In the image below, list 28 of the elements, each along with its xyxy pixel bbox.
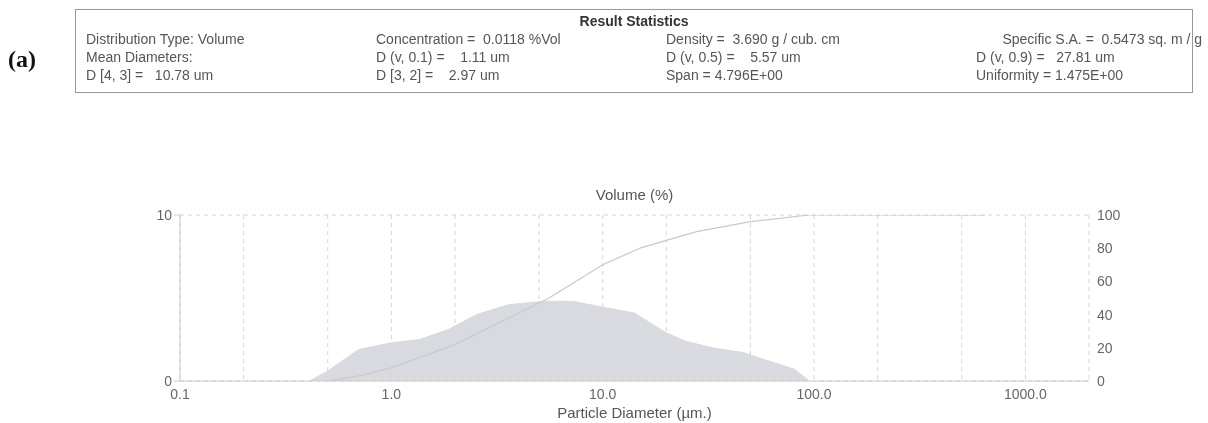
y2-tick-label: 20: [1097, 339, 1113, 356]
text: Mean Diameters:: [86, 48, 194, 66]
x-tick-label: 0.1: [170, 385, 190, 402]
x-tick-label: 10.0: [589, 385, 617, 402]
y2-tick-label: 40: [1097, 306, 1113, 323]
text: D [4, 3] = 10.78 um: [86, 66, 215, 84]
text: Concentration = 0.0118 %Vol: [376, 30, 562, 48]
y-tick-label: 10: [156, 206, 173, 223]
text: Result Statistics: [578, 12, 690, 30]
text: (a): [8, 46, 36, 73]
text: Uniformity = 1.475E+00: [976, 66, 1125, 84]
text: D (v, 0.9) = 27.81 um: [976, 48, 1116, 66]
y2-tick-label: 80: [1097, 240, 1113, 257]
x-tick-label: 1000.0: [1003, 385, 1047, 402]
text: Span = 4.796E+00: [666, 66, 784, 84]
text: Specific S.A. = 0.5473 sq. m / g: [1001, 30, 1202, 48]
x-tick-label: 100.0: [796, 385, 832, 402]
y-axis-title: Volume (%): [594, 186, 675, 203]
y2-tick-label: 0: [1097, 372, 1105, 389]
y2-tick-label: 100: [1097, 206, 1121, 223]
text: D [3, 2] = 2.97 um: [376, 66, 501, 84]
text: D (v, 0.5) = 5.57 um: [666, 48, 802, 66]
text: D (v, 0.1) = 1.11 um: [376, 48, 511, 66]
y2-tick-label: 60: [1097, 273, 1113, 290]
x-tick-label: 1.0: [381, 385, 402, 402]
text: Distribution Type: Volume: [86, 30, 246, 48]
x-axis-title: Particle Diameter (µm.): [557, 404, 712, 421]
text: Density = 3.690 g / cub. cm: [666, 30, 841, 48]
